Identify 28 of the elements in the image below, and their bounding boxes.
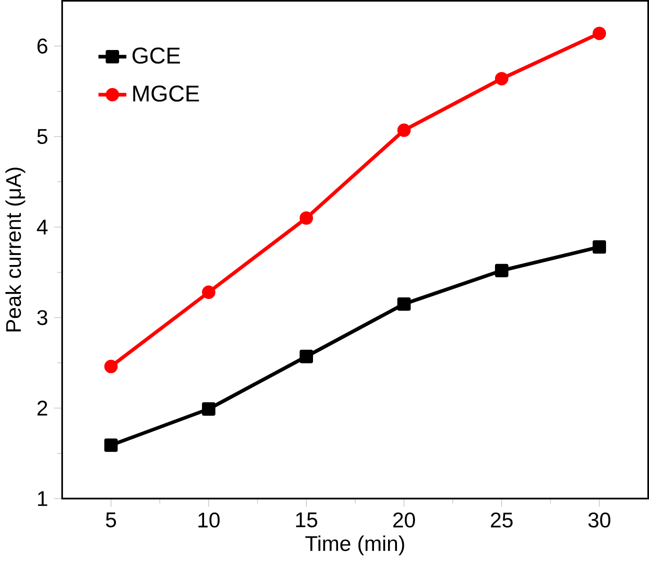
point [104,360,118,374]
x-tick-label: 25 [490,512,513,528]
point [494,264,508,278]
y-tick-label: 1 [38,491,48,506]
x-tick-label: 5 [106,512,116,528]
point [494,72,508,86]
x-tick-label: 20 [393,512,415,528]
point [397,297,411,311]
y-tick-label: 6 [37,38,48,54]
point [202,286,216,300]
y-tick-label: 2 [37,400,48,416]
x-tick-label: 30 [588,512,610,528]
point [202,402,216,416]
point [300,211,314,225]
point [592,240,606,254]
y-tick-label: 5 [37,129,48,144]
y-tick-label: 3 [37,310,48,326]
x-tick-label: 15 [296,512,318,528]
y-tick-label: 4 [36,220,48,235]
point [592,26,606,40]
y-axis-title: Peak current (μA) [5,168,26,332]
point [397,124,411,138]
legend-label: GCE [132,48,180,64]
point [104,438,118,452]
x-tick-label: 10 [198,512,220,528]
legend-label: MGCE [133,86,199,102]
x-axis-title: Time (min) [305,536,404,556]
point [300,350,314,364]
